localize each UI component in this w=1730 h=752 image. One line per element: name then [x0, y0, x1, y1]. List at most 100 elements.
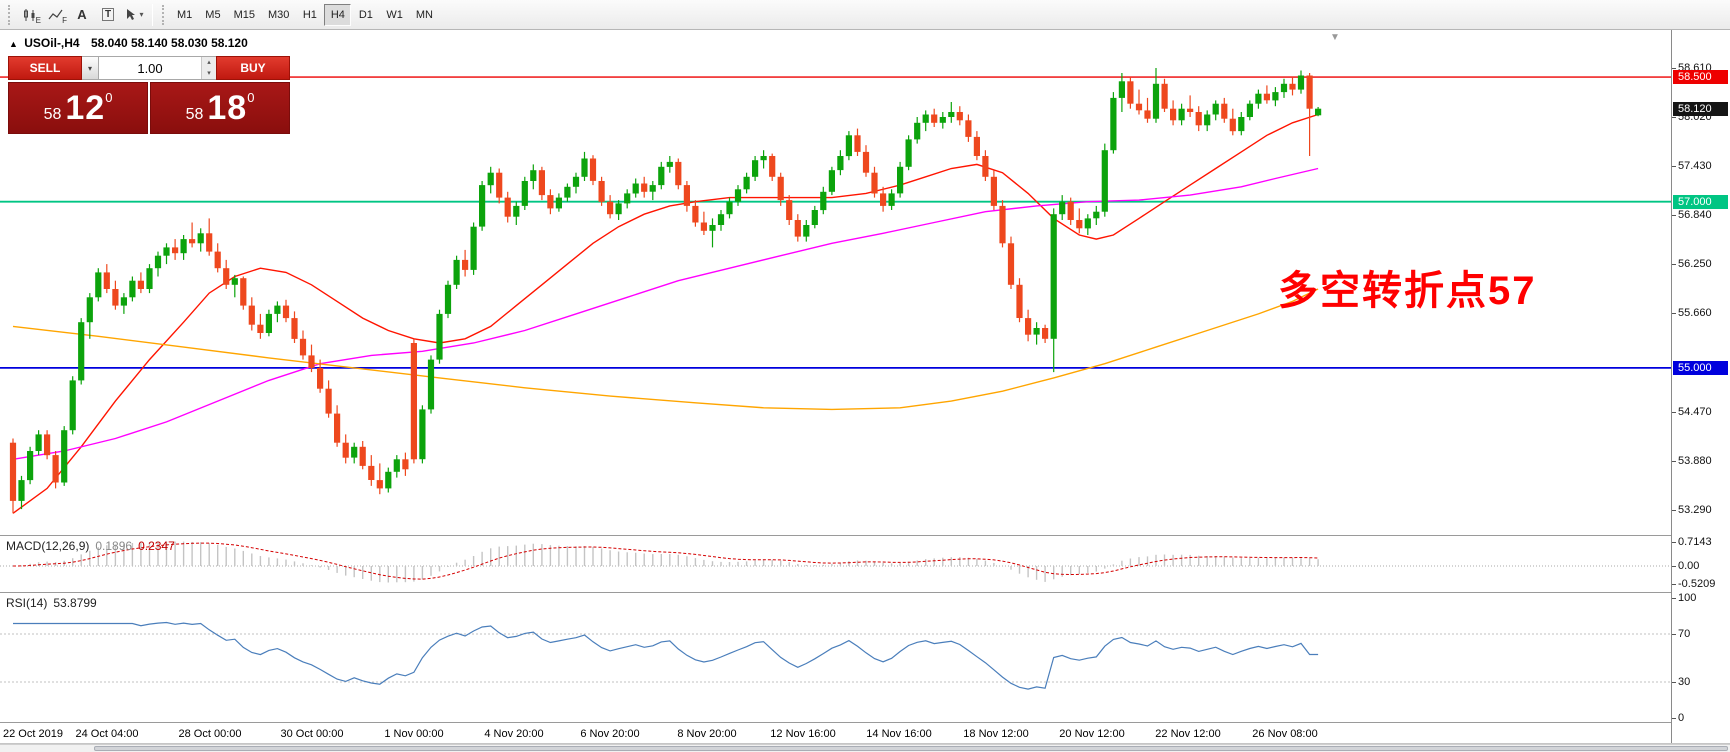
timeframe-button-w1[interactable]: W1	[380, 4, 409, 26]
time-axis-label: 6 Nov 20:00	[580, 728, 640, 740]
tool-sub-letter: F	[62, 15, 67, 25]
timeframe-button-d1[interactable]: D1	[352, 4, 379, 26]
ma-fast-red	[12, 113, 1319, 514]
time-axis[interactable]: 22 Oct 2019 24 Oct 04:00 28 Oct 00:00 30 Oc…	[0, 725, 1671, 743]
ask-pips: 18	[207, 88, 248, 127]
price-scale-label: 53.290	[1672, 504, 1712, 516]
toolbar-grip[interactable]	[8, 4, 13, 25]
panel-separator[interactable]	[0, 535, 1730, 536]
rsi-indicator-canvas[interactable]	[0, 593, 1671, 722]
volume-up-button[interactable]: ▴	[202, 57, 216, 68]
rsi-scale-label: 100	[1671, 592, 1697, 604]
chart-title: ▲ USOil-,H4 58.040 58.140 58.030 58.120	[9, 36, 248, 50]
scrollbar-thumb[interactable]	[94, 746, 1728, 751]
rsi-scale-label: 0	[1671, 712, 1685, 724]
rsi-value: 53.8799	[53, 596, 97, 610]
price-badge-58.500: 58.500	[1673, 70, 1728, 85]
time-axis-label: 20 Nov 12:00	[1059, 728, 1125, 740]
price-scale-label: 56.250	[1672, 258, 1712, 271]
timeframe-button-m1[interactable]: M1	[171, 4, 198, 26]
price-scale-label: 56.840	[1672, 209, 1712, 221]
ask-subpip: 0	[247, 90, 255, 105]
collapse-triangle-icon[interactable]: ▲	[9, 39, 18, 49]
ask-price-display[interactable]: 58 18 0	[150, 82, 290, 134]
cursor-icon	[127, 8, 136, 20]
line-chart-tool-button[interactable]: F	[43, 4, 69, 26]
bid-whole: 58	[43, 106, 62, 123]
tool-sub-letter: E	[35, 15, 41, 25]
time-axis-label: 22 Oct 2019	[3, 728, 63, 740]
sell-button[interactable]: SELL	[8, 56, 82, 80]
bid-pips: 12	[65, 88, 106, 127]
timeframe-toolbar: M1 M5 M15 M30 H1 H4 D1 W1 MN	[171, 3, 440, 26]
panel-separator	[0, 743, 1730, 744]
price-badge-58.120: 58.120	[1673, 101, 1728, 116]
chevron-up-icon: ▴	[207, 59, 211, 66]
one-click-trade-panel: SELL ▾ ▴ ▾ BUY 58 12 0 58 18 0	[8, 56, 290, 134]
time-axis-label: 22 Nov 12:00	[1155, 728, 1221, 740]
horizontal-scrollbar[interactable]	[0, 744, 1730, 752]
volume-input-wrap: ▴ ▾	[99, 56, 216, 80]
timeframe-button-m5[interactable]: M5	[199, 4, 226, 26]
boxed-t-icon: T	[101, 8, 115, 21]
price-badge-55.000: 55.000	[1673, 360, 1728, 375]
timeframe-button-h4[interactable]: H4	[324, 3, 352, 26]
volume-dropdown-button[interactable]: ▾	[82, 56, 99, 80]
time-axis-label: 18 Nov 12:00	[963, 728, 1029, 740]
panel-separator	[0, 722, 1730, 723]
line-chart-icon	[48, 9, 63, 19]
main-toolbar: E F A T ▾ M1 M5 M15 M30 H1 H4 D1 W1 MN	[0, 0, 1730, 30]
buy-button[interactable]: BUY	[216, 56, 290, 80]
volume-input[interactable]	[99, 57, 201, 79]
text-label-tool-button[interactable]: T	[95, 4, 121, 26]
chevron-down-icon: ▾	[139, 10, 144, 19]
bar-chart-tool-button[interactable]: E	[17, 4, 43, 26]
price-scale-label: 53.880	[1672, 454, 1712, 467]
timeframe-button-m15[interactable]: M15	[228, 4, 261, 26]
toolbar-grip[interactable]	[162, 4, 167, 25]
macd-scale-label: 0.7143	[1672, 535, 1712, 548]
timeframe-button-mn[interactable]: MN	[410, 4, 439, 26]
trade-prices-row: 58 12 0 58 18 0	[8, 82, 290, 134]
price-scale-label: 55.660	[1672, 307, 1712, 320]
macd-name: MACD(12,26,9)	[6, 539, 90, 553]
ohlc-quotes-label: 58.040 58.140 58.030 58.120	[90, 36, 248, 50]
panel-separator[interactable]	[0, 592, 1730, 593]
rsi-name: RSI(14)	[6, 596, 48, 610]
ask-whole: 58	[185, 106, 204, 123]
autoscroll-triangle-icon[interactable]: ▼	[1330, 32, 1340, 43]
price-scale-border	[1671, 30, 1672, 743]
letter-a-icon: A	[77, 7, 87, 22]
time-axis-label: 26 Nov 08:00	[1252, 728, 1318, 740]
price-badge-57.000: 57.000	[1673, 194, 1728, 209]
macd-indicator-canvas[interactable]	[0, 536, 1671, 592]
volume-down-button[interactable]: ▾	[202, 68, 216, 79]
price-scale[interactable]: 58.610 58.020 57.430 56.840 56.250 55.660 54.4…	[1671, 30, 1730, 743]
time-axis-label: 24 Oct 04:00	[75, 728, 139, 740]
time-axis-label: 4 Nov 20:00	[484, 728, 544, 740]
macd-signal-value: 0.2347	[138, 539, 175, 553]
font-tool-button[interactable]: A	[69, 4, 95, 26]
time-axis-label: 1 Nov 00:00	[384, 728, 444, 740]
ma-medium-magenta	[12, 167, 1319, 460]
bid-price-display[interactable]: 58 12 0	[8, 82, 148, 134]
price-chart-canvas[interactable]	[0, 30, 1671, 535]
ma-slow-orange	[12, 288, 1319, 411]
volume-spinner: ▴ ▾	[201, 57, 216, 79]
cursor-tool-button[interactable]: ▾	[121, 4, 147, 26]
time-axis-label: 12 Nov 16:00	[770, 728, 836, 740]
time-axis-label: 8 Nov 20:00	[677, 728, 737, 740]
timeframe-button-m30[interactable]: M30	[262, 4, 295, 26]
macd-main-value: 0.1896	[95, 539, 133, 553]
macd-scale-label: -0.5209	[1671, 577, 1716, 590]
bid-subpip: 0	[105, 90, 113, 105]
price-scale-label: 57.430	[1672, 160, 1712, 172]
rsi-label: RSI(14) 53.8799	[6, 596, 97, 610]
macd-label: MACD(12,26,9) 0.1896 0.2347	[6, 539, 175, 553]
price-scale-label: 54.470	[1672, 405, 1712, 418]
toolbar-separator	[152, 3, 153, 26]
chevron-down-icon: ▾	[87, 63, 92, 73]
timeframe-button-h1[interactable]: H1	[296, 4, 323, 26]
macd-scale-label: 0.00	[1671, 560, 1700, 572]
time-axis-label: 30 Oct 00:00	[280, 728, 344, 740]
